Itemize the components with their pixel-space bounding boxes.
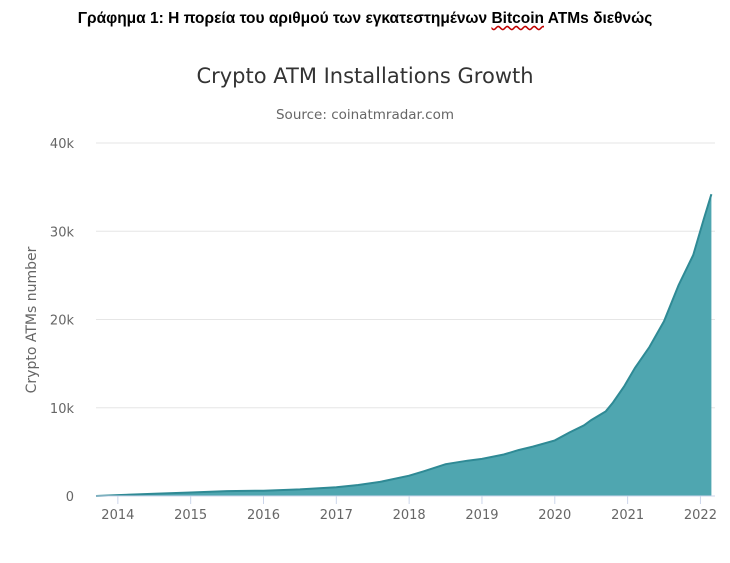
series-area-fill: [96, 194, 712, 496]
caption-flagged-word: Bitcoin: [491, 10, 544, 27]
document-caption: Γράφημα 1: Η πορεία του αριθμού των εγκα…: [77, 10, 653, 27]
y-tick-label: 40k: [50, 137, 75, 152]
y-axis-label: Crypto ATMs number: [24, 246, 40, 393]
chart-subtitle: Source: coinatmradar.com: [275, 107, 454, 123]
chart-title: Crypto ATM Installations Growth: [196, 64, 534, 88]
y-tick-label: 20k: [50, 314, 75, 329]
x-axis: 2014 2015 2016 2017 2018 2019 2020 2021 2022: [96, 495, 717, 523]
series-line: [95, 193, 713, 497]
x-tick-label: 2019: [465, 508, 498, 523]
x-tick-label: 2018: [393, 508, 426, 523]
series-area: [95, 193, 713, 497]
x-tick-label: 2022: [684, 508, 717, 523]
x-tick-label: 2016: [247, 508, 280, 523]
x-tick-label: 2015: [174, 508, 207, 523]
y-axis: 0 10k 20k 30k 40k: [50, 137, 75, 505]
x-tick-label: 2021: [611, 508, 644, 523]
x-tick-label: 2020: [538, 508, 571, 523]
y-tick-label: 30k: [50, 225, 75, 240]
x-tick-label: 2014: [101, 508, 134, 523]
y-tick-label: 0: [66, 490, 74, 505]
x-tick-label: 2017: [320, 508, 353, 523]
y-tick-label: 10k: [50, 402, 75, 417]
